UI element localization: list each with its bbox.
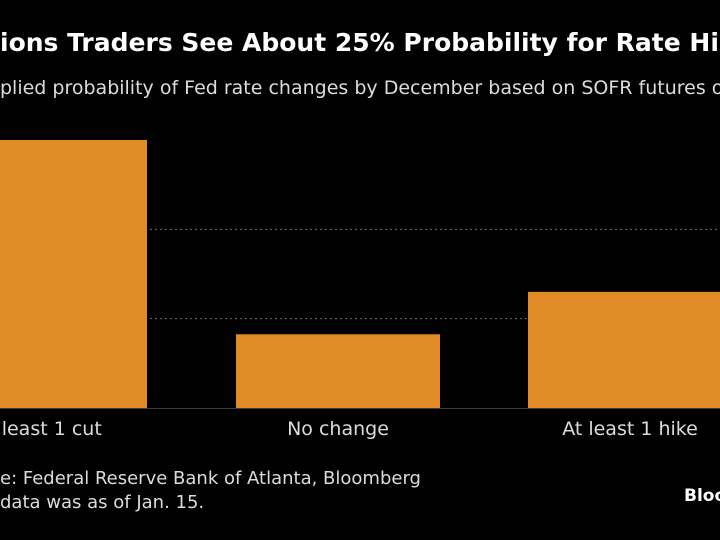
category-label: No change (287, 418, 389, 440)
bar (528, 291, 720, 408)
chart-title: ions Traders See About 25% Probability f… (0, 28, 720, 57)
category-label: t least 1 cut (0, 418, 102, 440)
bloomberg-logo: Bloo (684, 486, 720, 506)
bars (0, 140, 720, 408)
data-date-note: data was as of Jan. 15. (0, 492, 205, 513)
source-note: e: Federal Reserve Bank of Atlanta, Bloo… (0, 468, 421, 489)
category-label: At least 1 hike (562, 418, 698, 440)
chart-subtitle: plied probability of Fed rate changes by… (0, 77, 720, 99)
category-labels: t least 1 cut No change At least 1 hike (0, 418, 698, 440)
bar (0, 140, 147, 408)
bar (236, 334, 440, 408)
